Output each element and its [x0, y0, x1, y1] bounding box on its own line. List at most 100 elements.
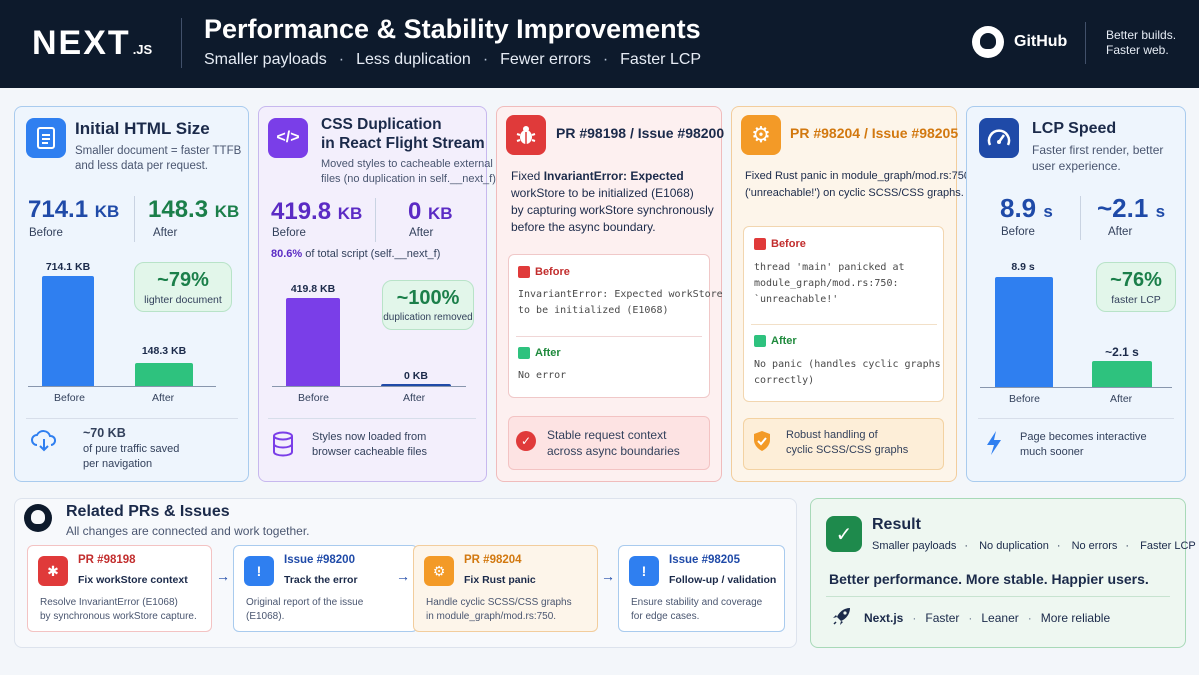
bar-label-after: 148.3 KB: [141, 345, 187, 357]
divider: [134, 196, 135, 242]
before-after-box: [743, 226, 944, 402]
chart-axis: [28, 386, 216, 387]
gear-icon: ⚙: [424, 556, 454, 586]
outcome-box: [743, 418, 944, 470]
bar-label-before: 8.9 s: [1011, 261, 1035, 273]
card-title: PR #98204 / Issue #98205: [790, 125, 959, 141]
check-icon: ✓: [516, 431, 536, 451]
subtitle-item: Faster LCP: [620, 51, 702, 68]
after-label: After: [153, 227, 178, 239]
step-head: PR #98198: [78, 554, 136, 566]
bar-label-before: 714.1 KB: [45, 261, 91, 273]
step-title: Track the error: [284, 574, 358, 586]
code-icon: </>: [268, 118, 308, 158]
issue-icon: !: [244, 556, 274, 586]
related-title: Related PRs & Issues: [66, 503, 230, 520]
subtitle-item: Smaller payloads: [204, 51, 327, 68]
after-tag: After: [518, 347, 561, 359]
document-icon: [26, 118, 66, 158]
savings-badge: ~79% lighter document: [134, 262, 232, 312]
savings-badge: ~100% duplication removed: [382, 280, 474, 330]
divider: [1080, 196, 1081, 240]
result-title: Result: [872, 516, 921, 533]
after-value: 0 KB: [408, 198, 453, 225]
cloud-download-icon: [30, 428, 58, 457]
database-icon: [272, 431, 294, 462]
chart-axis: [272, 386, 466, 387]
bar-after: [1092, 361, 1152, 387]
arrow-icon: →: [216, 568, 230, 584]
card-title: PR #98198 / Issue #98200: [556, 125, 725, 141]
bug-icon: [506, 115, 546, 155]
card-desc: Fixed InvariantError: Expected workStore…: [511, 169, 714, 234]
header-subtitle: Smaller payloads · Less duplication · Fewe…: [204, 51, 702, 68]
step-pr-98204[interactable]: ⚙ PR #98204 Fix Rust panic Handle cyclic…: [413, 545, 598, 632]
before-tag: Before: [754, 238, 806, 250]
bar-before: [286, 298, 340, 386]
lightning-icon: [985, 430, 1003, 461]
bar-label-after: ~2.1 s: [1105, 345, 1139, 359]
after-value: 148.3 KB: [148, 196, 240, 223]
header-divider: [181, 18, 182, 68]
rocket-icon: [832, 606, 852, 629]
card-title: LCP Speed: [1032, 120, 1117, 137]
before-code: InvariantError: Expected workStore to be …: [518, 289, 723, 316]
bar-label-after: 0 KB: [404, 370, 428, 382]
tagline: Better builds. Faster web.: [1106, 28, 1177, 57]
header-divider: [1085, 22, 1086, 64]
before-label: Before: [29, 227, 63, 239]
after-code: No error: [518, 370, 567, 381]
result-footer: Next.js · Faster · Leaner · More reliable: [832, 606, 1110, 629]
footnote: Page becomes interactive much sooner: [1020, 431, 1147, 458]
bar-before: [995, 277, 1053, 387]
after-tag: After: [754, 335, 797, 347]
bar-label-before: 419.8 KB: [290, 283, 336, 295]
axis-label-before: Before: [298, 392, 329, 404]
before-value: 714.1 KB: [28, 196, 120, 223]
subtitle-item: Fewer errors: [500, 51, 591, 68]
github-icon: [972, 26, 1004, 58]
outcome-box: [508, 416, 710, 470]
subtitle-item: Less duplication: [356, 51, 471, 68]
before-after-box: [508, 254, 710, 398]
result-items: Smaller payloads · No duplication · No err…: [872, 540, 1196, 552]
issue-icon: !: [629, 556, 659, 586]
step-desc: Handle cyclic SCSS/CSS graphs in module_g…: [426, 597, 572, 622]
shield-check-icon: [752, 430, 772, 457]
step-head: Issue #98205: [669, 554, 740, 566]
bar-before: [42, 276, 94, 386]
after-label: After: [409, 227, 434, 239]
github-icon: [24, 504, 52, 532]
nextjs-logo: NEXT .JS: [32, 24, 153, 62]
divider: [751, 324, 937, 325]
card-title: CSS Duplication in React Flight Stream: [321, 116, 485, 152]
github-label: GitHub: [1014, 33, 1068, 50]
before-value: 8.9 s: [1000, 193, 1053, 223]
savings-badge: ~76% faster LCP: [1096, 262, 1176, 312]
divider: [375, 198, 376, 242]
arrow-icon: →: [396, 568, 410, 584]
chart-axis: [980, 387, 1172, 388]
step-issue-98200[interactable]: ! Issue #98200 Track the error Original …: [233, 545, 418, 632]
header-bar: NEXT .JS Performance & Stability Improvem…: [0, 0, 1199, 88]
footnote: Styles now loaded from browser cacheable …: [312, 431, 427, 458]
gear-icon: ⚙: [741, 115, 781, 155]
result-panel: [810, 498, 1186, 648]
step-title: Follow-up / validation: [669, 574, 777, 586]
after-label: After: [1108, 226, 1133, 238]
step-title: Fix Rust panic: [464, 574, 536, 586]
step-issue-98205[interactable]: ! Issue #98205 Follow-up / validation En…: [618, 545, 785, 632]
card-desc: Smaller document = faster TTFB and less d…: [75, 145, 242, 172]
step-head: Issue #98200: [284, 554, 355, 566]
share-note: 80.6% of total script (self.__next_f): [271, 248, 441, 260]
divider: [978, 418, 1174, 419]
step-desc: Resolve InvariantError (E1068) by synchro…: [40, 597, 197, 622]
before-label: Before: [1001, 226, 1035, 238]
axis-label-after: After: [1110, 393, 1133, 405]
card-title: Initial HTML Size: [75, 119, 210, 138]
step-pr-98198[interactable]: ✱ PR #98198 Fix workStore context Resolv…: [27, 545, 212, 632]
bar-after: [381, 384, 451, 386]
github-link[interactable]: GitHub: [972, 26, 1067, 58]
before-label: Before: [272, 227, 306, 239]
before-code: thread 'main' panicked at module_graph/mo…: [754, 262, 905, 305]
